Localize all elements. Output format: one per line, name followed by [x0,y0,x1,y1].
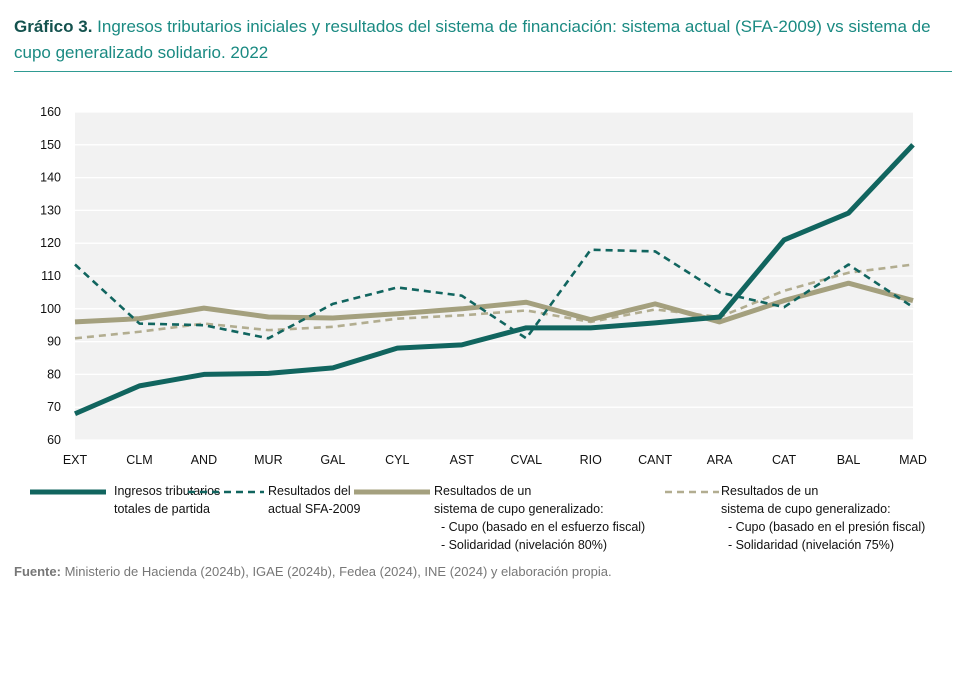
legend-label-sfa-2: actual SFA-2009 [268,502,361,516]
legend-label-cupo80-2: sistema de cupo generalizado: [434,502,604,516]
y-tick-label: 150 [40,138,61,152]
x-tick-label: EXT [63,453,88,467]
legend-swatch-sfa [188,490,264,494]
y-tick-label: 80 [47,367,61,381]
x-tick-label: AST [450,453,475,467]
x-tick-label: CYL [385,453,409,467]
y-tick-label: 70 [47,400,61,414]
legend-label-cupo75-3: - Cupo (basado en el presión fiscal) [721,520,926,534]
legend-label-ingresos-2: totales de partida [114,502,210,516]
legend-label-cupo75-2: sistema de cupo generalizado: [721,502,891,516]
title-line-1: Gráfico 3. Ingresos tributarios iniciale… [14,14,954,40]
x-tick-label: GAL [320,453,345,467]
x-tick-label: CANT [638,453,672,467]
series-line-cupo75 [74,263,914,340]
legend-label-cupo80-4: - Solidaridad (nivelación 80%) [434,538,608,552]
series-line-ingresos [74,143,915,417]
x-tick-label: MAD [899,453,927,467]
legend-ingresos: Ingresos tributarios totales de partida [28,482,268,522]
legend-swatch-cupo80 [354,489,430,495]
legend-label-cupo80-3: - Cupo (basado en el esfuerzo fiscal) [434,520,646,534]
title-divider [14,71,952,72]
y-tick-label: 120 [40,236,61,250]
y-axis-ticks: 60 70 80 90 100 110 120 130 140 150 160 [40,105,61,447]
title-prefix: Gráfico 3. [14,17,93,36]
title-text-1: Ingresos tributarios iniciales y resulta… [97,17,931,36]
legend-label-cupo80-1: Resultados de un [434,484,532,498]
y-tick-label: 160 [40,105,61,119]
x-tick-label: CAT [772,453,796,467]
series-line-sfa [74,248,914,340]
legend-label-cupo75-1: Resultados de un [721,484,819,498]
legend-cupo75: Resultados de un sistema de cupo general… [663,482,958,558]
legend-cupo80: Resultados de un sistema de cupo general… [352,482,662,558]
x-tick-label: AND [191,453,217,467]
chart-title: Gráfico 3. Ingresos tributarios iniciale… [14,14,954,66]
legend-label-cupo75-4: - Solidaridad (nivelación 75%) [721,538,895,552]
y-tick-label: 60 [47,433,61,447]
x-tick-label: ARA [707,453,733,467]
legend-swatch-cupo75 [665,490,719,494]
y-tick-label: 110 [41,269,61,283]
x-tick-label: CLM [126,453,152,467]
line-chart: 60 70 80 90 100 110 120 130 140 150 160 EXT CLM AND M… [40,105,927,467]
x-tick-label: MUR [254,453,282,467]
x-tick-label: CVAL [510,453,542,467]
x-tick-label: BAL [837,453,861,467]
source-text: Ministerio de Hacienda (2024b), IGAE (20… [60,564,612,579]
x-tick-label: RIO [580,453,603,467]
y-tick-label: 140 [40,171,61,185]
x-axis-ticks: EXT CLM AND MUR GAL CYL AST CVAL RIO CANT ARA CAT BA… [63,453,927,467]
source-label: Fuente: [14,564,61,579]
title-line-2: cupo generalizado solidario. 2022 [14,43,269,62]
source-note: Fuente: Ministerio de Hacienda (2024b), … [14,564,612,579]
y-tick-label: 130 [40,203,61,217]
y-tick-label: 90 [47,335,61,349]
legend-label-sfa-1: Resultados del [268,484,351,498]
series-lines [74,143,915,417]
legend-sfa: Resultados del actual SFA-2009 [186,482,366,522]
y-tick-label: 100 [40,302,61,316]
legend-swatch-ingresos [30,489,106,495]
